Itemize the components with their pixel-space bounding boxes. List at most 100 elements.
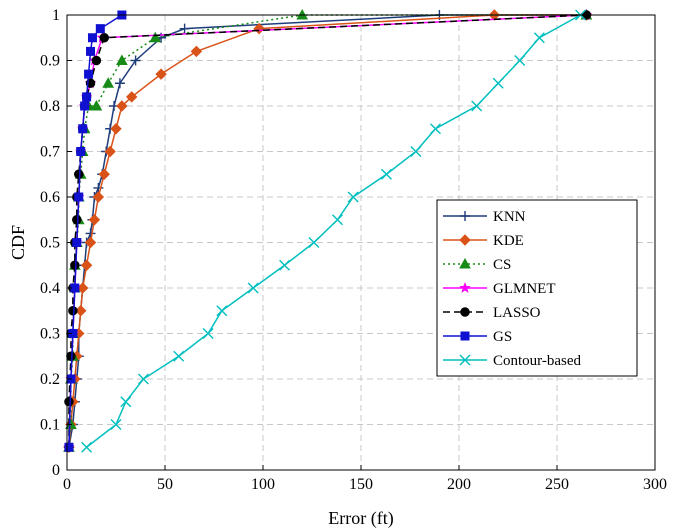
y-tick-label: 0 (52, 462, 60, 479)
y-tick-label: 0.5 (40, 235, 60, 252)
grid (67, 15, 655, 470)
y-tick-label: 1 (52, 7, 60, 24)
data-point-contour-based (202, 328, 214, 339)
legend-label-cs: CS (493, 257, 511, 273)
data-point-kde (98, 168, 110, 180)
legend-label-kde: KDE (493, 233, 524, 249)
legend-label-glmnet: GLMNET (493, 281, 556, 297)
data-point-gs (82, 92, 92, 102)
data-point-contour-based (110, 419, 122, 430)
data-point-contour-based (216, 305, 228, 317)
x-tick-label: 50 (157, 476, 173, 493)
data-point-contour-based (137, 373, 149, 385)
data-point-lasso (66, 351, 76, 361)
y-tick-label: 0.2 (40, 371, 60, 388)
data-point-gs (64, 442, 74, 452)
x-axis-label: Error (ft) (328, 508, 393, 529)
data-point-lasso (64, 397, 74, 407)
data-point-lasso (68, 306, 78, 316)
data-point-contour-based (247, 282, 259, 294)
data-point-lasso (74, 169, 84, 179)
data-point-kde (190, 45, 203, 58)
data-point-contour-based (279, 259, 291, 271)
y-tick-label: 0.8 (40, 98, 60, 115)
data-point-contour-based (347, 191, 359, 203)
y-tick-label: 0.3 (40, 326, 60, 343)
data-point-kde (116, 100, 128, 112)
x-tick-label: 300 (643, 476, 667, 493)
data-point-contour-based (429, 123, 441, 135)
data-point-contour-based (331, 214, 343, 226)
data-point-kde (110, 123, 122, 135)
data-point-knn (114, 78, 125, 89)
data-point-cs (116, 54, 128, 65)
legend-marker-gs (460, 331, 470, 341)
data-point-contour-based (471, 100, 483, 112)
y-axis-label: CDF (8, 225, 28, 260)
data-point-contour-based (173, 350, 185, 362)
data-point-contour-based (308, 237, 320, 248)
legend-marker-glmnet (459, 281, 471, 294)
legend-label-contour-based: Contour-based (493, 353, 582, 369)
data-point-lasso (72, 215, 82, 225)
data-point-lasso (99, 33, 109, 43)
data-point-gs (84, 69, 94, 79)
axis-ticks: 0 50 100 150 200 250 300 0 0.1 0.2 0.3 0.4 0.5 0.6 0.7… (40, 7, 667, 493)
data-point-gs (80, 101, 90, 111)
data-point-gs (74, 192, 84, 202)
data-point-kde (104, 145, 116, 158)
data-point-kde (80, 259, 93, 271)
x-tick-label: 250 (545, 476, 569, 493)
data-point-knn (85, 228, 96, 239)
data-point-gs (86, 46, 96, 56)
x-tick-label: 100 (251, 476, 275, 493)
data-point-knn (93, 182, 104, 193)
data-point-cs (149, 31, 162, 43)
data-point-kde (125, 91, 138, 103)
data-point-kde (253, 22, 265, 35)
data-point-contour-based (120, 396, 132, 408)
data-point-kde (75, 305, 87, 317)
data-point-kde (84, 236, 97, 249)
legend-label-knn: KNN (493, 209, 526, 225)
data-point-contour-based (410, 146, 422, 157)
data-point-kde (88, 214, 101, 226)
legend-marker-contour-based (459, 354, 471, 366)
y-tick-label: 0.4 (40, 280, 60, 297)
data-point-lasso (70, 260, 80, 270)
data-point-gs (78, 124, 88, 134)
legend-marker-knn (460, 211, 470, 221)
legend-label-gs: GS (493, 329, 512, 345)
data-point-cs (102, 77, 115, 88)
data-point-contour-based (514, 55, 526, 66)
legend-marker-kde (459, 234, 471, 246)
data-point-lasso (91, 55, 102, 66)
data-point-gs (76, 147, 86, 156)
data-point-kde (92, 191, 105, 203)
data-point-kde (155, 68, 167, 80)
data-point-contour-based (81, 441, 93, 453)
data-point-gs (72, 238, 82, 247)
data-point-gs (70, 283, 80, 293)
series-contour-based (81, 9, 587, 453)
x-tick-label: 200 (447, 476, 471, 493)
y-tick-label: 0.6 (40, 189, 60, 206)
data-point-contour-based (380, 168, 392, 180)
y-tick-label: 0.9 (40, 53, 60, 70)
legend: KNN KDE CS GLMNET LASSO GS Contour-based (436, 199, 638, 377)
data-point-contour-based (533, 32, 545, 44)
data-point-knn (130, 55, 141, 66)
y-tick-label: 0.1 (40, 417, 60, 434)
data-point-gs (87, 33, 97, 43)
data-point-knn (179, 23, 190, 34)
legend-marker-cs (459, 257, 471, 269)
data-point-contour-based (492, 77, 504, 89)
data-point-cs (90, 99, 103, 111)
legend-marker-lasso (460, 307, 470, 317)
legend-label-lasso: LASSO (493, 305, 541, 321)
data-point-gs (95, 24, 105, 34)
x-tick-label: 0 (63, 476, 71, 493)
series-line-kde (68, 14, 587, 448)
y-tick-label: 0.7 (40, 144, 60, 161)
